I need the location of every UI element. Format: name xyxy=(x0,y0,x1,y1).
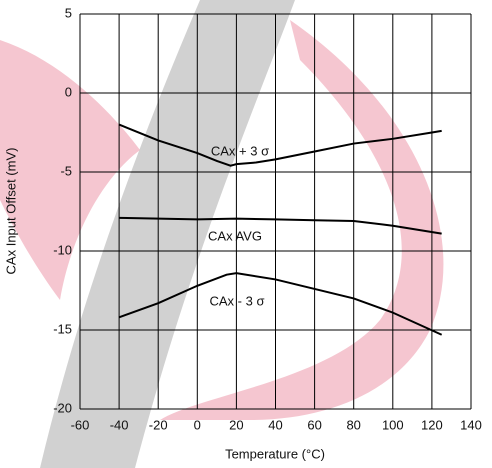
y-tick-label: -20 xyxy=(53,400,72,415)
x-axis-label: Temperature (°C) xyxy=(225,446,325,461)
watermark xyxy=(0,0,444,468)
x-tick-label: -20 xyxy=(149,417,168,432)
line xyxy=(118,123,442,167)
x-tick-label: -40 xyxy=(110,417,129,432)
x-tick-label: 20 xyxy=(229,417,243,432)
watermark-shape xyxy=(0,40,140,300)
y-tick-label: -15 xyxy=(53,321,72,336)
x-tick-label: 40 xyxy=(268,417,282,432)
y-tick-label: 0 xyxy=(65,84,72,99)
x-tick-label: 0 xyxy=(194,417,201,432)
series-label: CAx AVG xyxy=(208,228,262,243)
series-label: CAx - 3 σ xyxy=(210,293,265,308)
line xyxy=(119,216,442,235)
y-tick-label: -10 xyxy=(53,242,72,257)
line xyxy=(118,272,443,336)
watermark-shape xyxy=(160,20,444,420)
watermark-band xyxy=(40,0,295,468)
y-tick-label: 5 xyxy=(65,5,72,20)
x-tick-label: 80 xyxy=(346,417,360,432)
x-tick-label: 140 xyxy=(460,417,482,432)
x-tick-label: 60 xyxy=(307,417,321,432)
x-tick-label: -60 xyxy=(71,417,90,432)
x-tick-label: 100 xyxy=(382,417,404,432)
x-tick-label: 120 xyxy=(421,417,443,432)
y-axis-label: CAx Input Offset (mV) xyxy=(3,148,18,275)
series-label: CAx + 3 σ xyxy=(211,143,269,158)
y-tick-label: -5 xyxy=(60,163,72,178)
